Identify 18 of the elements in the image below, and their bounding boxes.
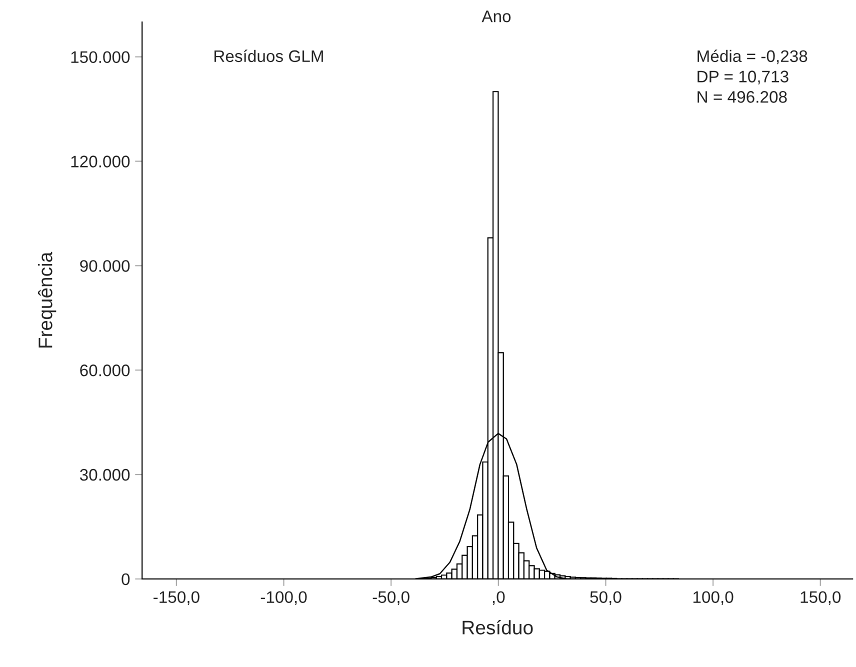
x-tick-label: 150,0: [800, 591, 841, 605]
y-axis-title: Frequência: [38, 252, 56, 348]
chart-title: Ano: [482, 10, 511, 22]
annotation: Média = -0,238 DP = 10,713 N = 496.208: [698, 50, 808, 103]
x-tick-label: -150,0: [154, 591, 200, 605]
x-tick-label: -50,0: [372, 591, 410, 605]
y-tick-label: 120.000: [71, 156, 130, 168]
x-tick-label: 100,0: [693, 591, 734, 605]
y-tick-label: 30.000: [80, 468, 130, 481]
x-tick-label: -100,0: [260, 591, 307, 605]
x-tick-label: 50,0: [590, 591, 622, 605]
x-tick-label: ,0: [492, 591, 505, 605]
y-tick-label: 60.000: [80, 364, 130, 376]
y-tick-label: 150.000: [71, 51, 130, 64]
annotation: Resíduos GLM: [214, 50, 323, 62]
y-tick-label: 0: [122, 573, 130, 586]
y-tick-label: 90.000: [80, 260, 130, 272]
x-axis-title: Resíduo: [462, 620, 533, 634]
